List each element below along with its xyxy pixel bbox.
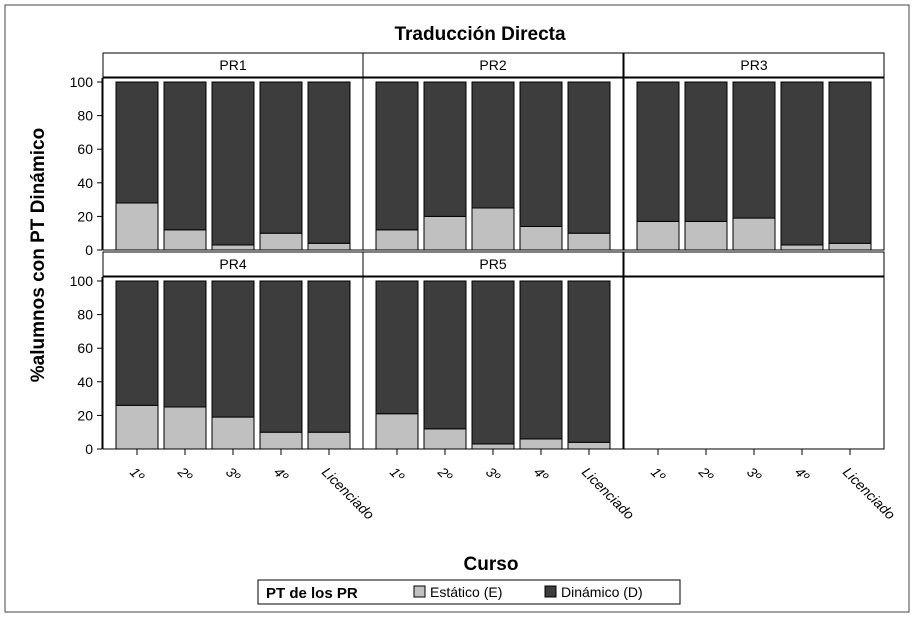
panel-strip bbox=[362, 251, 624, 277]
bar-estatico bbox=[471, 443, 515, 450]
bar-estatico bbox=[519, 438, 563, 450]
bar-estatico bbox=[163, 406, 207, 450]
y-tick-label: 40 bbox=[77, 175, 93, 191]
bar-dinamico bbox=[828, 81, 872, 244]
bar-dinamico bbox=[423, 81, 467, 217]
panel-pr5: PR5 bbox=[362, 251, 624, 450]
bar-dinamico bbox=[375, 280, 419, 415]
bar-estatico bbox=[780, 244, 824, 251]
legend-label-dinamico: Dinámico (D) bbox=[561, 584, 643, 600]
bar-estatico bbox=[259, 431, 303, 450]
bar-dinamico bbox=[307, 280, 351, 433]
bar-estatico bbox=[828, 242, 872, 251]
bar-estatico bbox=[115, 404, 159, 450]
bar-estatico bbox=[211, 416, 255, 450]
panel-strip bbox=[623, 52, 885, 78]
bar-estatico bbox=[375, 229, 419, 251]
panel-label: PR5 bbox=[479, 256, 506, 272]
bar-dinamico bbox=[259, 280, 303, 433]
bar-dinamico bbox=[567, 280, 611, 443]
panel-label: PR3 bbox=[740, 57, 767, 73]
bar-dinamico bbox=[115, 280, 159, 406]
y-tick-label: 80 bbox=[77, 108, 93, 124]
legend: PT de los PR Estático (E) Dinámico (D) bbox=[257, 579, 681, 605]
y-tick-label: 0 bbox=[85, 441, 93, 457]
y-tick-label: 100 bbox=[70, 74, 94, 90]
legend-swatch-dinamico bbox=[544, 585, 557, 598]
bar-dinamico bbox=[684, 81, 728, 222]
panel-pr3: PR3 bbox=[623, 52, 885, 251]
bar-dinamico bbox=[211, 280, 255, 418]
y-tick-label: 20 bbox=[77, 208, 93, 224]
legend-swatch-estatico bbox=[413, 585, 426, 598]
y-tick-label: 100 bbox=[70, 273, 94, 289]
y-tick-label: 40 bbox=[77, 374, 93, 390]
legend-frame bbox=[257, 579, 681, 605]
legend-label-estatico: Estático (E) bbox=[430, 584, 502, 600]
bar-estatico bbox=[375, 413, 419, 450]
bar-estatico bbox=[211, 244, 255, 251]
y-tick-label: 60 bbox=[77, 141, 93, 157]
bar-dinamico bbox=[636, 81, 680, 222]
bar-estatico bbox=[423, 215, 467, 251]
bar-estatico bbox=[732, 217, 776, 251]
bar-estatico bbox=[307, 242, 351, 251]
bar-dinamico bbox=[115, 81, 159, 204]
bar-estatico bbox=[567, 232, 611, 251]
bar-estatico bbox=[567, 441, 611, 450]
y-tick-label: 60 bbox=[77, 340, 93, 356]
bar-dinamico bbox=[471, 280, 515, 445]
bar-estatico bbox=[423, 428, 467, 450]
bar-dinamico bbox=[307, 81, 351, 244]
y-axis-label: %alumnos con PT Dinámico bbox=[28, 128, 49, 382]
panel-pr1: PR1 0 20 40 60 80 100 bbox=[70, 52, 364, 258]
panel-label: PR2 bbox=[479, 57, 506, 73]
y-tick-label: 80 bbox=[77, 307, 93, 323]
legend-title: PT de los PR bbox=[266, 585, 358, 602]
bar-dinamico bbox=[211, 81, 255, 246]
bar-dinamico bbox=[163, 81, 207, 231]
panel-frame bbox=[623, 276, 885, 450]
panel-pr2: PR2 bbox=[362, 52, 624, 251]
bar-dinamico bbox=[567, 81, 611, 234]
bar-dinamico bbox=[471, 81, 515, 209]
panel-pr4: PR4 0 20 40 60 80 100 bbox=[70, 251, 364, 457]
bar-dinamico bbox=[732, 81, 776, 219]
bar-estatico bbox=[684, 220, 728, 251]
panel-empty bbox=[623, 251, 885, 450]
panel-strip bbox=[102, 52, 364, 78]
chart-title: Traducción Directa bbox=[394, 24, 565, 45]
bar-dinamico bbox=[423, 280, 467, 430]
bar-estatico bbox=[307, 431, 351, 450]
bar-dinamico bbox=[163, 280, 207, 408]
y-tick-label: 0 bbox=[85, 242, 93, 258]
y-tick-label: 20 bbox=[77, 407, 93, 423]
bar-dinamico bbox=[519, 81, 563, 227]
x-axis-label: Curso bbox=[464, 554, 519, 575]
panel-strip bbox=[362, 52, 624, 78]
panels-layer: PR1 0 20 40 60 80 100 PR2 PR3 PR4 0 20 40 60 80 100 PR5 1… bbox=[70, 52, 899, 523]
bar-dinamico bbox=[259, 81, 303, 234]
bar-estatico bbox=[519, 225, 563, 251]
bar-estatico bbox=[163, 229, 207, 251]
panel-label: PR1 bbox=[219, 57, 246, 73]
bar-estatico bbox=[259, 232, 303, 251]
bar-estatico bbox=[115, 202, 159, 251]
bar-estatico bbox=[471, 207, 515, 251]
bar-dinamico bbox=[780, 81, 824, 246]
bar-estatico bbox=[636, 220, 680, 251]
bar-dinamico bbox=[519, 280, 563, 440]
panel-strip bbox=[623, 251, 885, 277]
panel-strip bbox=[102, 251, 364, 277]
bar-dinamico bbox=[375, 81, 419, 231]
panel-label: PR4 bbox=[219, 256, 246, 272]
